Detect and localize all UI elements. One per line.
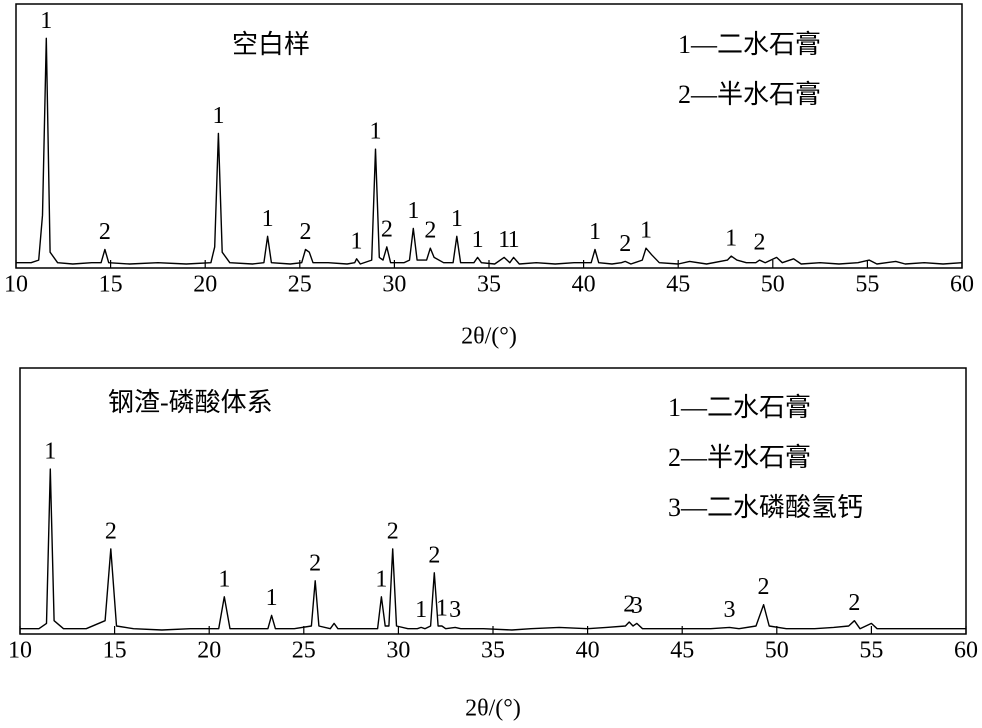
peak-label: 1 [44, 439, 56, 465]
x-tick-label: 30 [386, 638, 410, 664]
peak-label: 2 [381, 216, 393, 242]
peak-label: 1 [407, 198, 419, 224]
peak-label: 1 [262, 206, 274, 232]
chart-title: 钢渣-磷酸体系 [108, 388, 273, 417]
x-tick-label: 10 [4, 272, 28, 298]
peak-label: 1 [725, 226, 737, 252]
x-tick-label: 35 [477, 272, 501, 298]
peak-label: 1 [375, 566, 387, 592]
x-axis-label: 2θ/(°) [465, 696, 521, 722]
x-tick-label: 10 [8, 638, 32, 664]
x-tick-label: 25 [292, 638, 316, 664]
peak-label: 3 [449, 597, 461, 623]
x-tick-label: 30 [382, 272, 406, 298]
peak-label: 2 [309, 550, 321, 576]
x-tick-label: 60 [954, 638, 978, 664]
peak-label: 2 [623, 592, 635, 618]
x-tick-label: 15 [99, 272, 123, 298]
peak-label: 3 [724, 597, 736, 623]
peak-label: 2 [99, 219, 111, 245]
peak-label: 1 [351, 228, 363, 254]
legend-text: 2—半水石膏 [668, 443, 811, 472]
x-tick-label: 60 [950, 272, 974, 298]
peak-label: 1 [436, 596, 448, 622]
chart-title: 空白样 [232, 30, 310, 59]
legend-text: 3—二水磷酸氢钙 [668, 493, 863, 522]
peak-label: 3 [631, 593, 643, 619]
x-tick-label: 20 [197, 638, 221, 664]
peak-label: 1 [640, 218, 652, 244]
peak-label: 1 [415, 597, 427, 623]
x-tick-label: 50 [765, 638, 789, 664]
peak-label: 2 [299, 219, 311, 245]
legend-text: 2—半水石膏 [678, 80, 821, 109]
legend-text: 1—二水石膏 [668, 393, 811, 422]
x-tick-label: 35 [481, 638, 505, 664]
x-tick-label: 40 [572, 272, 596, 298]
peak-label: 2 [387, 518, 399, 544]
peak-label: 1 [508, 227, 520, 253]
peak-label: 1 [212, 103, 224, 129]
peak-label: 1 [266, 585, 278, 611]
peak-label: 2 [758, 574, 770, 600]
peak-label: 1 [369, 119, 381, 145]
xrd-trace [20, 468, 966, 631]
x-tick-label: 45 [666, 272, 690, 298]
x-tick-label: 15 [103, 638, 127, 664]
legend-text: 1—二水石膏 [678, 30, 821, 59]
x-tick-label: 50 [761, 272, 785, 298]
x-axis-label: 2θ/(°) [461, 324, 517, 350]
x-tick-label: 55 [855, 272, 879, 298]
x-tick-label: 20 [193, 272, 217, 298]
peak-label: 2 [428, 542, 440, 568]
x-tick-label: 55 [859, 638, 883, 664]
x-tick-label: 40 [576, 638, 600, 664]
xrd-trace [16, 37, 963, 265]
peak-label: 1 [218, 566, 230, 592]
peak-label: 1 [451, 206, 463, 232]
peak-label: 2 [754, 230, 766, 256]
peak-label: 2 [424, 218, 436, 244]
peak-label: 1 [498, 227, 510, 253]
x-tick-label: 25 [288, 272, 312, 298]
peak-label: 1 [40, 8, 52, 34]
peak-label: 2 [848, 590, 860, 616]
peak-label: 2 [619, 231, 631, 257]
peak-label: 2 [105, 518, 117, 544]
x-tick-label: 45 [670, 638, 694, 664]
peak-label: 1 [472, 227, 484, 253]
peak-label: 1 [589, 219, 601, 245]
